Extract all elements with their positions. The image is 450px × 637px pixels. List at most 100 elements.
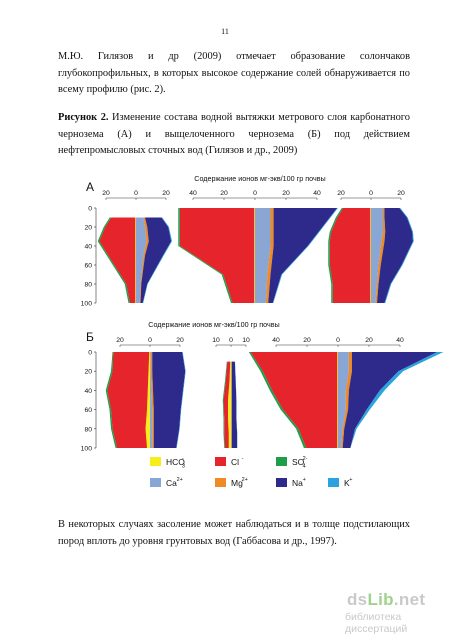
depth-tick-label: 0 <box>88 350 92 357</box>
x-tick-label: 0 <box>253 190 257 197</box>
x-tick-label: 40 <box>189 190 197 197</box>
figure-caption-label: Рисунок 2. <box>58 112 109 123</box>
legend-label-superscript: - <box>182 456 184 462</box>
legend-label-subscript: 4 <box>303 464 306 470</box>
legend-swatch-mg <box>215 478 226 487</box>
x-tick-label: 20 <box>365 337 373 344</box>
band-mg <box>341 352 352 448</box>
band-na <box>231 361 238 448</box>
band-cl <box>179 208 255 303</box>
band-na <box>377 208 413 303</box>
ion-composition-figure: А Содержание ионов мг-экв/100 гр почвы 0 20… <box>81 174 444 488</box>
legend-label-superscript: + <box>303 477 306 483</box>
legend-label-text: K <box>344 478 350 488</box>
figure-caption-text: Изменение состава водной вытяжки метрово… <box>58 112 410 156</box>
band-mg <box>375 208 386 303</box>
legend-label-text: Mg <box>231 478 243 488</box>
page-number: 11 <box>221 27 229 36</box>
band-hco3 <box>145 352 150 448</box>
figure-caption: Рисунок 2. Изменение состава водной вытя… <box>58 110 410 160</box>
legend-label-mg: Mg2+ <box>231 477 248 488</box>
band-cl <box>250 352 338 448</box>
legend-label-superscript: 2- <box>303 456 308 462</box>
depth-tick-label: 40 <box>84 244 92 251</box>
depth-tick-label: 20 <box>84 225 92 232</box>
legend-label-text: SO <box>292 457 305 467</box>
x-tick-label: 20 <box>282 190 290 197</box>
legend-swatch-ca <box>150 478 161 487</box>
band-hco3 <box>228 361 231 448</box>
depth-tick-label: 20 <box>84 369 92 376</box>
x-tick-label: 20 <box>397 190 405 197</box>
x-tick-label: 40 <box>272 337 280 344</box>
band-hco3 <box>135 217 136 303</box>
x-tick-label: 20 <box>337 190 345 197</box>
legend-swatch-cl <box>215 457 226 466</box>
band-so4 <box>105 352 117 448</box>
depth-tick-label: 40 <box>84 388 92 395</box>
band-ca <box>150 352 153 448</box>
x-tick-label: 20 <box>162 190 170 197</box>
x-tick-label: 0 <box>134 190 138 197</box>
band-mg <box>265 208 274 303</box>
band-mg <box>139 217 149 303</box>
band-mg <box>150 352 154 448</box>
legend-label-k: K+ <box>344 477 353 488</box>
legend-swatch-k <box>328 478 339 487</box>
band-hco3 <box>370 208 371 303</box>
depth-tick-label: 60 <box>84 407 92 414</box>
depth-tick-label: 80 <box>84 426 92 433</box>
legend-label-text: Cl <box>231 457 239 467</box>
legend-label-cl: Cl - <box>231 456 244 467</box>
x-tick-label: 20 <box>176 337 184 344</box>
band-ca <box>255 208 271 303</box>
legend-label-so4: SO4 2- <box>292 456 308 470</box>
depth-tick-label: 60 <box>84 263 92 270</box>
legend-label-na: Na+ <box>292 477 306 488</box>
band-so4 <box>222 361 228 448</box>
legend-swatch-na <box>276 478 287 487</box>
band-na <box>342 352 438 448</box>
x-tick-label: 20 <box>303 337 311 344</box>
paragraph-groundwater: В некоторых случаях засоление может набл… <box>58 519 410 547</box>
band-ca <box>338 352 349 448</box>
x-tick-label: 0 <box>336 337 340 344</box>
band-so4 <box>328 208 344 303</box>
x-tick-label: 40 <box>313 190 321 197</box>
legend-label-hco3: HCO3 - <box>166 456 185 470</box>
band-na <box>152 352 186 448</box>
x-tick-label: 40 <box>396 337 404 344</box>
depth-tick-label: 0 <box>88 206 92 213</box>
watermark-subtitle: библиотека диссертаций <box>345 611 408 635</box>
x-tick-label: 0 <box>369 190 373 197</box>
band-ca <box>136 217 147 303</box>
depth-tick-label: 80 <box>84 282 92 289</box>
band-cl <box>329 208 371 303</box>
legend-label-text: Na <box>292 478 303 488</box>
paragraph-intro: М.Ю. Гилязов и др (2009) отмечает образо… <box>58 51 410 95</box>
x-tick-label: 10 <box>242 337 250 344</box>
band-ca <box>371 208 383 303</box>
legend-swatch-hco3 <box>150 457 161 466</box>
panel-label: Б <box>86 330 94 344</box>
legend-label-superscript: 2+ <box>177 477 183 483</box>
depth-tick-label: 100 <box>81 446 93 453</box>
x-tick-label: 20 <box>116 337 124 344</box>
legend-label-text: Ca <box>166 478 177 488</box>
x-tick-label: 20 <box>102 190 110 197</box>
band-hco3 <box>337 352 338 448</box>
band-so4 <box>248 352 307 448</box>
panel-axis-title: Содержание ионов мг-экв/100 гр почвы <box>194 174 325 183</box>
band-cl <box>107 352 150 448</box>
x-tick-label: 0 <box>148 337 152 344</box>
x-tick-label: 10 <box>212 337 220 344</box>
band-na <box>268 208 338 303</box>
watermark-logo: dsLib.net <box>347 590 426 609</box>
legend-label-ca: Ca2+ <box>166 477 183 488</box>
band-hco3 <box>254 208 255 303</box>
legend-label-superscript: 2+ <box>242 477 248 483</box>
x-tick-label: 20 <box>220 190 228 197</box>
band-cl <box>223 361 231 448</box>
legend-label-superscript: + <box>349 477 352 483</box>
legend-label-text: HCO <box>166 457 185 467</box>
